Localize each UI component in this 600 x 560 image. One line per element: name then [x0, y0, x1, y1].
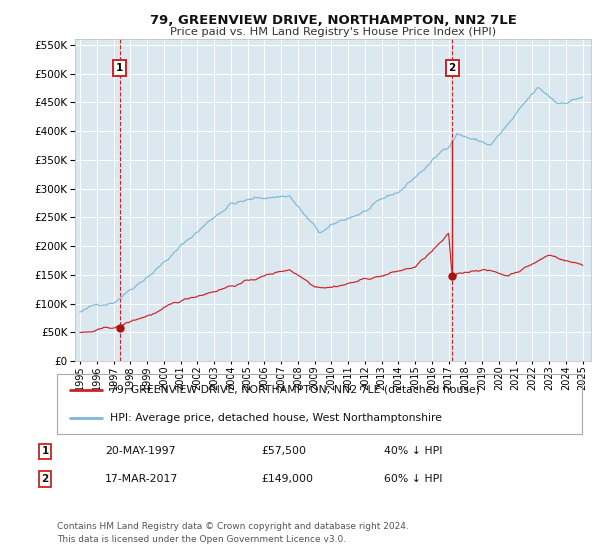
Text: 20-MAY-1997: 20-MAY-1997 [105, 446, 176, 456]
Text: 79, GREENVIEW DRIVE, NORTHAMPTON, NN2 7LE (detached house): 79, GREENVIEW DRIVE, NORTHAMPTON, NN2 7L… [110, 385, 479, 395]
Text: £57,500: £57,500 [261, 446, 306, 456]
Text: 1: 1 [116, 63, 124, 73]
Text: HPI: Average price, detached house, West Northamptonshire: HPI: Average price, detached house, West… [110, 413, 442, 423]
Text: £149,000: £149,000 [261, 474, 313, 484]
Text: Contains HM Land Registry data © Crown copyright and database right 2024.: Contains HM Land Registry data © Crown c… [57, 522, 409, 531]
Text: 2: 2 [448, 63, 456, 73]
Text: 60% ↓ HPI: 60% ↓ HPI [384, 474, 443, 484]
Text: 1: 1 [41, 446, 49, 456]
Text: This data is licensed under the Open Government Licence v3.0.: This data is licensed under the Open Gov… [57, 535, 346, 544]
Text: 40% ↓ HPI: 40% ↓ HPI [384, 446, 443, 456]
Text: 17-MAR-2017: 17-MAR-2017 [105, 474, 178, 484]
Text: 79, GREENVIEW DRIVE, NORTHAMPTON, NN2 7LE: 79, GREENVIEW DRIVE, NORTHAMPTON, NN2 7L… [149, 14, 517, 27]
Text: Price paid vs. HM Land Registry's House Price Index (HPI): Price paid vs. HM Land Registry's House … [170, 27, 496, 37]
Text: 2: 2 [41, 474, 49, 484]
